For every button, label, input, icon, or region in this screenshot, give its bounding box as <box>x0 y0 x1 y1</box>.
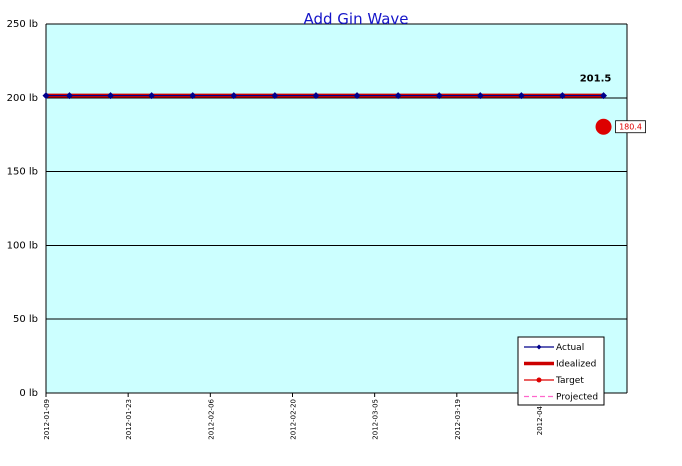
actual-point <box>517 92 525 100</box>
x-tick-label: 2012-04-0 <box>536 399 544 435</box>
y-tick-label: 50 lb <box>13 314 38 325</box>
actual-point <box>189 92 197 100</box>
x-tick-label: 2012-03-05 <box>372 399 380 440</box>
actual-point <box>353 92 361 100</box>
x-tick-label: 2012-01-09 <box>43 399 51 440</box>
chart-title: Add Gin Wave <box>303 10 408 28</box>
y-tick-label: 0 lb <box>19 388 38 399</box>
actual-point <box>435 92 443 100</box>
actual-point <box>271 92 279 100</box>
legend-marker-actual <box>536 344 542 350</box>
legend-marker-target <box>536 377 542 383</box>
actual-point <box>65 92 73 100</box>
x-tick-label: 2012-02-20 <box>289 399 297 440</box>
last-weight-label: 201.5 <box>580 74 612 85</box>
legend-label-target: Target <box>555 376 584 386</box>
legend-box <box>517 336 605 406</box>
legend-label-idealized: Idealized <box>556 360 596 370</box>
y-tick-label: 150 lb <box>7 167 38 178</box>
plot-area <box>46 24 627 393</box>
x-tick-label: 2012-01-23 <box>125 399 133 440</box>
actual-point <box>558 92 566 100</box>
target-point <box>595 118 612 135</box>
actual-point <box>42 92 50 100</box>
actual-point <box>394 92 402 100</box>
x-tick-label: 2012-02-06 <box>207 398 215 439</box>
actual-point <box>148 92 156 100</box>
legend-label-projected: Projected <box>556 393 598 403</box>
x-tick-label: 2012-03-19 <box>454 399 462 440</box>
target-weight-label: 180.4 <box>619 123 642 132</box>
actual-point <box>312 92 320 100</box>
actual-point <box>230 92 238 100</box>
actual-point <box>476 92 484 100</box>
target-label-box <box>615 120 646 134</box>
y-tick-label: 250 lb <box>7 19 38 30</box>
y-tick-label: 200 lb <box>7 93 38 104</box>
y-tick-label: 100 lb <box>7 240 38 251</box>
legend-label-actual: Actual <box>556 343 584 353</box>
actual-point <box>107 92 115 100</box>
actual-point <box>600 92 608 100</box>
